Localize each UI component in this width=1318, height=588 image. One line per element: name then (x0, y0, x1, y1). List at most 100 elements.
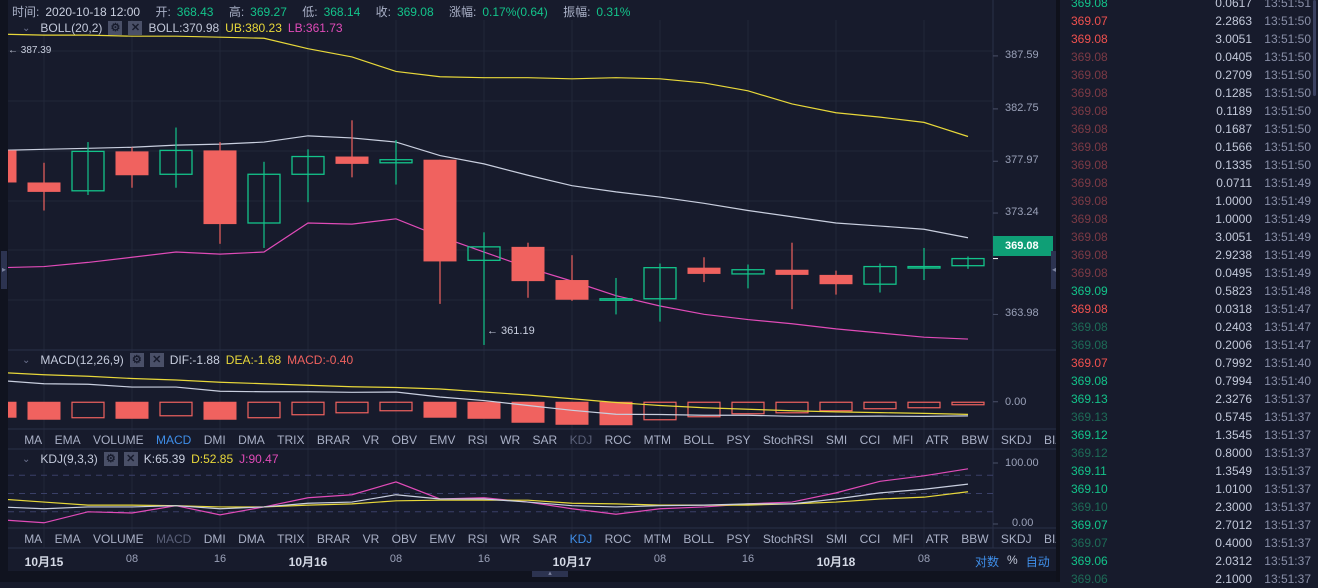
indicator-tab-smi[interactable]: SMI (825, 433, 848, 447)
trade-price: 369.13 (1071, 392, 1108, 406)
indicator-tab-skdj[interactable]: SKDJ (1000, 532, 1032, 546)
close-icon[interactable]: ✕ (149, 353, 164, 367)
indicator-tab-mtm[interactable]: MTM (643, 532, 671, 546)
indicator-tab-macd[interactable]: MACD (156, 532, 192, 546)
time-axis-label: 16 (213, 553, 227, 565)
indicator-tab-mfi[interactable]: MFI (892, 532, 914, 546)
indicator-tab-ma[interactable]: MA (24, 532, 43, 546)
indicator-tab-cci[interactable]: CCI (859, 433, 881, 447)
log-scale-button[interactable]: 对数 (975, 555, 1000, 569)
gear-icon[interactable]: ⚙ (103, 452, 118, 466)
expand-left-handle[interactable]: ▸ (1, 251, 7, 289)
indicator-tab-ema[interactable]: EMA (54, 433, 81, 447)
chevron-down-icon[interactable]: ⌄ (22, 453, 31, 465)
indicator-tab-sar[interactable]: SAR (532, 532, 558, 546)
trade-history-list[interactable]: 369.08 0.0617 13:51:51 369.07 2.2863 13:51:50… (1060, 0, 1318, 586)
expand-right-handle[interactable]: ◂ (1051, 251, 1057, 289)
indicator-tab-mtm[interactable]: MTM (643, 433, 671, 447)
close-icon[interactable]: ✕ (128, 21, 143, 35)
dea-value: DEA:-1.68 (225, 353, 282, 367)
indicator-tab-ema[interactable]: EMA (54, 532, 81, 546)
indicator-tab-obv[interactable]: OBV (391, 433, 417, 447)
indicator-tab-volume[interactable]: VOLUME (92, 433, 144, 447)
boll-ub-line (0, 33, 969, 138)
time-axis-label: 10月17 (552, 555, 592, 569)
indicator-tab-stochrsi[interactable]: StochRSI (762, 433, 814, 447)
indicator-tab-cci[interactable]: CCI (859, 532, 881, 546)
indicator-tab-atr[interactable]: ATR (925, 433, 949, 447)
indicator-tab-boll[interactable]: BOLL (683, 532, 715, 546)
close-icon[interactable]: ✕ (123, 452, 138, 466)
macd-histogram-bar (643, 401, 677, 421)
indicator-tab-kdj[interactable]: KDJ (569, 532, 593, 546)
trade-amount: 0.2709 (1215, 68, 1252, 82)
indicator-tab-roc[interactable]: ROC (604, 532, 632, 546)
indicator-tab-atr[interactable]: ATR (925, 532, 949, 546)
indicator-tab-stochrsi[interactable]: StochRSI (762, 532, 814, 546)
trade-row: 369.07 2.2863 13:51:50 (1060, 12, 1318, 30)
indicator-tab-smi[interactable]: SMI (825, 532, 848, 546)
price-tick-label: 377.97 (1005, 154, 1039, 167)
high-value: 369.27 (250, 5, 287, 19)
trade-amount: 3.0051 (1215, 32, 1252, 46)
trade-time: 13:51:50 (1264, 68, 1311, 82)
trade-row: 369.08 0.2709 13:51:50 (1060, 66, 1318, 84)
chevron-down-icon[interactable]: ⌄ (22, 22, 31, 34)
indicator-tab-brar[interactable]: BRAR (316, 433, 351, 447)
indicator-tab-dma[interactable]: DMA (238, 433, 265, 447)
indicator-tab-dmi[interactable]: DMI (203, 433, 226, 447)
indicator-tab-brar[interactable]: BRAR (316, 532, 351, 546)
auto-scale-button[interactable]: 自动 (1025, 555, 1050, 569)
indicator-tab-rsi[interactable]: RSI (467, 532, 488, 546)
indicator-tab-bbw[interactable]: BBW (961, 433, 989, 447)
trade-time: 13:51:37 (1264, 536, 1311, 550)
indicator-tab-obv[interactable]: OBV (391, 532, 417, 546)
macd-legend: ⌄ MACD(12,26,9) ⚙ ✕ DIF:-1.88 DEA:-1.68 … (22, 353, 353, 367)
indicator-tab-trix[interactable]: TRIX (277, 433, 305, 447)
indicator-tab-rsi[interactable]: RSI (467, 433, 488, 447)
trade-amount: 3.0051 (1215, 230, 1252, 244)
indicator-tab-skdj[interactable]: SKDJ (1000, 433, 1032, 447)
indicator-tab-trix[interactable]: TRIX (277, 532, 305, 546)
chart-canvas[interactable] (0, 0, 1056, 582)
trade-price: 369.08 (1071, 194, 1108, 208)
indicator-tab-dmi[interactable]: DMI (203, 532, 226, 546)
candle-body (115, 151, 149, 176)
chevron-down-icon[interactable]: ⌄ (22, 354, 31, 366)
kline-chart[interactable]: 时间: 2020-10-18 12:00 开: 368.43 高: 369.27 低:… (0, 0, 1071, 582)
indicator-tab-psy[interactable]: PSY (726, 532, 751, 546)
scroll-handle[interactable]: ▴ (532, 570, 568, 577)
dif-line (0, 379, 969, 417)
indicator-tab-wr[interactable]: WR (500, 532, 521, 546)
indicator-tab-bbw[interactable]: BBW (961, 532, 989, 546)
trade-row: 369.10 2.3000 13:51:37 (1060, 498, 1318, 516)
indicator-tab-dma[interactable]: DMA (238, 532, 265, 546)
indicator-tab-wr[interactable]: WR (500, 433, 521, 447)
trade-price: 369.09 (1071, 284, 1108, 298)
indicator-tab-emv[interactable]: EMV (429, 433, 456, 447)
candle-body (951, 257, 985, 267)
indicator-tab-volume[interactable]: VOLUME (92, 532, 144, 546)
indicator-tab-emv[interactable]: EMV (429, 532, 456, 546)
ub-value: UB:380.23 (225, 21, 282, 35)
kdj-bottom-tick: 0.00 (1012, 517, 1034, 529)
indicator-tab-ma[interactable]: MA (24, 433, 43, 447)
min-price-marker: ← 361.19 (487, 325, 535, 337)
gear-icon[interactable]: ⚙ (129, 353, 144, 367)
kdj-j-line (0, 468, 969, 524)
indicator-tab-kdj[interactable]: KDJ (569, 433, 593, 447)
indicator-tab-vr[interactable]: VR (362, 433, 380, 447)
indicator-tab-sar[interactable]: SAR (532, 433, 558, 447)
macd-histogram-bar (599, 401, 633, 426)
indicator-tab-macd[interactable]: MACD (156, 433, 192, 447)
gear-icon[interactable]: ⚙ (108, 21, 123, 35)
time-label: 时间: (12, 5, 40, 19)
indicator-tab-boll[interactable]: BOLL (683, 433, 715, 447)
percent-scale-button[interactable]: % (1007, 553, 1018, 567)
trade-time: 13:51:49 (1264, 266, 1311, 280)
indicator-tab-psy[interactable]: PSY (726, 433, 751, 447)
indicator-tab-roc[interactable]: ROC (604, 433, 632, 447)
trade-list-scrollbar[interactable] (1313, 0, 1316, 96)
indicator-tab-vr[interactable]: VR (362, 532, 380, 546)
indicator-tab-mfi[interactable]: MFI (892, 433, 914, 447)
